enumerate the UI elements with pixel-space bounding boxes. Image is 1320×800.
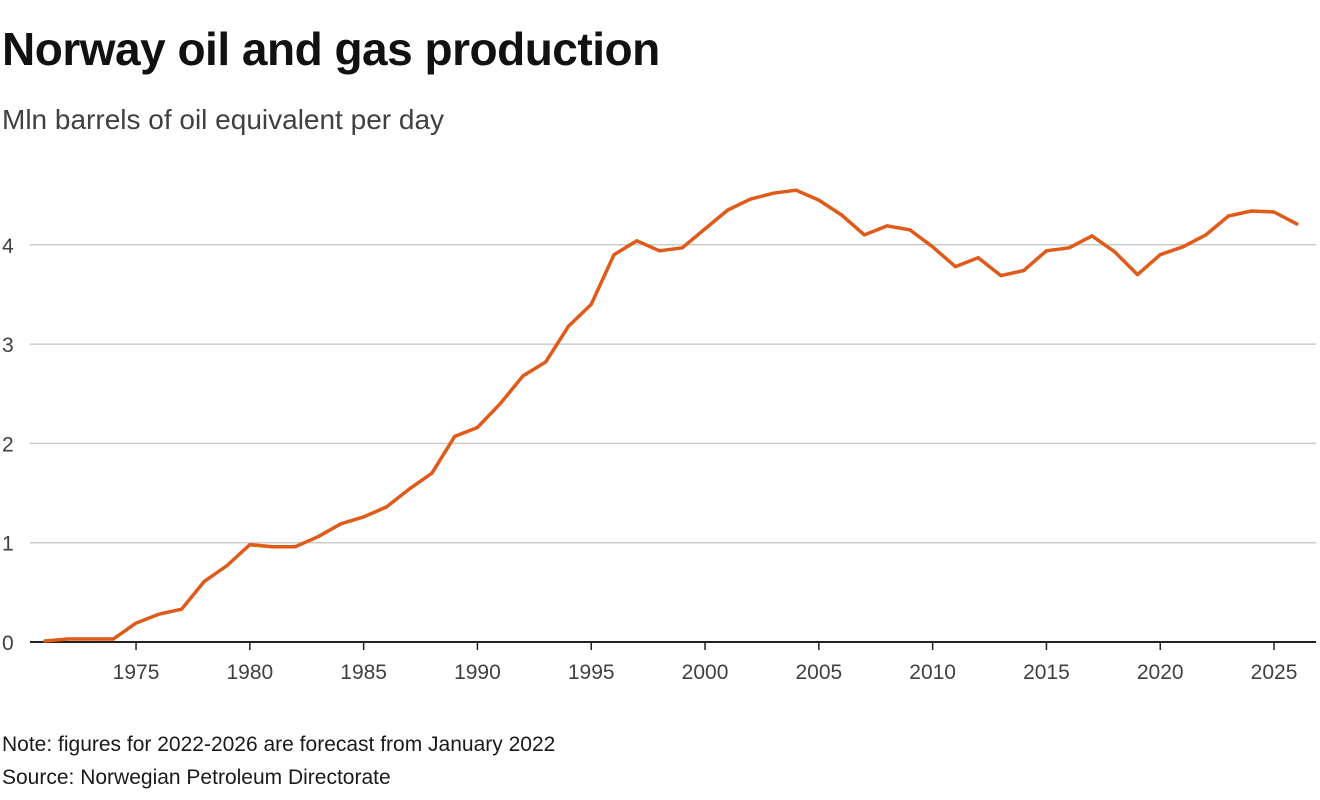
data-point-2020 bbox=[1158, 253, 1162, 257]
data-point-2022 bbox=[1204, 233, 1208, 237]
data-point-2014 bbox=[1022, 269, 1026, 273]
data-point-1976 bbox=[157, 612, 161, 616]
line-chart: 0 1 2 3 4 1975 1980 1985 1990 1995 2000 2005 2010 20… bbox=[2, 188, 1316, 684]
data-point-1998 bbox=[657, 249, 662, 253]
data-point-1973 bbox=[88, 637, 93, 641]
x-tick-label-1980: 1980 bbox=[226, 661, 273, 684]
x-tick-label-2005: 2005 bbox=[795, 661, 842, 684]
data-point-2021 bbox=[1181, 245, 1185, 249]
data-point-1987 bbox=[407, 487, 411, 491]
data-point-2001 bbox=[726, 208, 730, 212]
x-tick-label-1990: 1990 bbox=[454, 661, 501, 684]
data-point-1995 bbox=[589, 302, 593, 306]
data-point-1980 bbox=[248, 543, 252, 547]
data-point-2006 bbox=[840, 213, 844, 217]
data-point-2023 bbox=[1226, 214, 1231, 218]
data-point-2011 bbox=[953, 265, 958, 269]
y-tick-label-3: 3 bbox=[2, 334, 14, 357]
series-line-0 bbox=[43, 188, 1299, 643]
data-point-1996 bbox=[612, 253, 616, 257]
data-point-2004 bbox=[794, 188, 798, 192]
data-point-1992 bbox=[521, 374, 525, 378]
data-point-2017 bbox=[1090, 234, 1094, 238]
data-point-1979 bbox=[225, 563, 229, 568]
data-point-2010 bbox=[931, 245, 935, 249]
data-point-1974 bbox=[111, 637, 115, 641]
data-point-2007 bbox=[862, 233, 867, 237]
data-point-2013 bbox=[999, 274, 1003, 278]
data-point-1989 bbox=[453, 434, 457, 438]
data-point-2018 bbox=[1113, 250, 1117, 254]
data-point-1997 bbox=[635, 239, 639, 243]
x-tick-label-2015: 2015 bbox=[1023, 661, 1070, 684]
x-tick-label-1985: 1985 bbox=[340, 661, 387, 684]
chart-title: Norway oil and gas production bbox=[2, 23, 660, 75]
data-point-2003 bbox=[771, 191, 775, 195]
x-tick-label-2010: 2010 bbox=[909, 661, 956, 684]
data-point-1977 bbox=[180, 607, 184, 611]
data-point-2009 bbox=[908, 228, 912, 232]
chart-subtitle: Mln barrels of oil equivalent per day bbox=[2, 104, 445, 135]
data-point-2000 bbox=[703, 227, 707, 231]
data-point-1988 bbox=[430, 471, 434, 475]
data-point-1999 bbox=[680, 246, 684, 250]
data-point-2005 bbox=[817, 198, 821, 202]
y-tick-label-2: 2 bbox=[2, 433, 14, 456]
data-point-1990 bbox=[475, 425, 479, 430]
data-point-1975 bbox=[134, 621, 138, 625]
source-note: Source: Norwegian Petroleum Directorate bbox=[2, 766, 391, 789]
data-point-1984 bbox=[339, 522, 343, 526]
x-axis-ticks: 1975 1980 1985 1990 1995 2000 2005 2010 2015 2020… bbox=[113, 642, 1298, 684]
data-point-2012 bbox=[976, 256, 980, 260]
y-tick-label-0: 0 bbox=[2, 632, 14, 655]
x-tick-label-2025: 2025 bbox=[1251, 661, 1298, 684]
data-point-2015 bbox=[1044, 249, 1048, 253]
data-point-1971 bbox=[43, 639, 47, 643]
data-point-1993 bbox=[544, 360, 548, 364]
data-point-2002 bbox=[749, 197, 753, 201]
data-point-2025 bbox=[1272, 210, 1276, 214]
data-point-1978 bbox=[202, 579, 206, 583]
y-tick-label-4: 4 bbox=[2, 235, 14, 258]
data-point-1994 bbox=[566, 324, 571, 328]
x-tick-label-2020: 2020 bbox=[1137, 661, 1184, 684]
data-point-1985 bbox=[362, 515, 366, 519]
data-point-1986 bbox=[384, 505, 388, 509]
data-point-1972 bbox=[66, 637, 70, 641]
data-point-1991 bbox=[498, 402, 502, 406]
data-point-2016 bbox=[1067, 246, 1071, 250]
x-tick-label-1995: 1995 bbox=[568, 661, 615, 684]
gridlines bbox=[30, 244, 1316, 643]
x-tick-label-1975: 1975 bbox=[113, 661, 160, 684]
y-tick-label-1: 1 bbox=[2, 533, 14, 556]
data-point-1982 bbox=[293, 545, 297, 549]
data-point-1983 bbox=[316, 535, 320, 539]
data-point-2008 bbox=[885, 224, 889, 228]
data-point-1981 bbox=[271, 545, 275, 549]
data-point-2024 bbox=[1249, 209, 1253, 213]
y-axis-ticks: 0 1 2 3 4 bbox=[2, 235, 14, 655]
x-tick-label-2000: 2000 bbox=[682, 661, 729, 684]
footnote: Note: figures for 2022-2026 are forecast… bbox=[2, 733, 556, 756]
data-point-2019 bbox=[1135, 273, 1140, 277]
data-point-2026 bbox=[1295, 222, 1299, 226]
series-layer bbox=[43, 188, 1299, 643]
